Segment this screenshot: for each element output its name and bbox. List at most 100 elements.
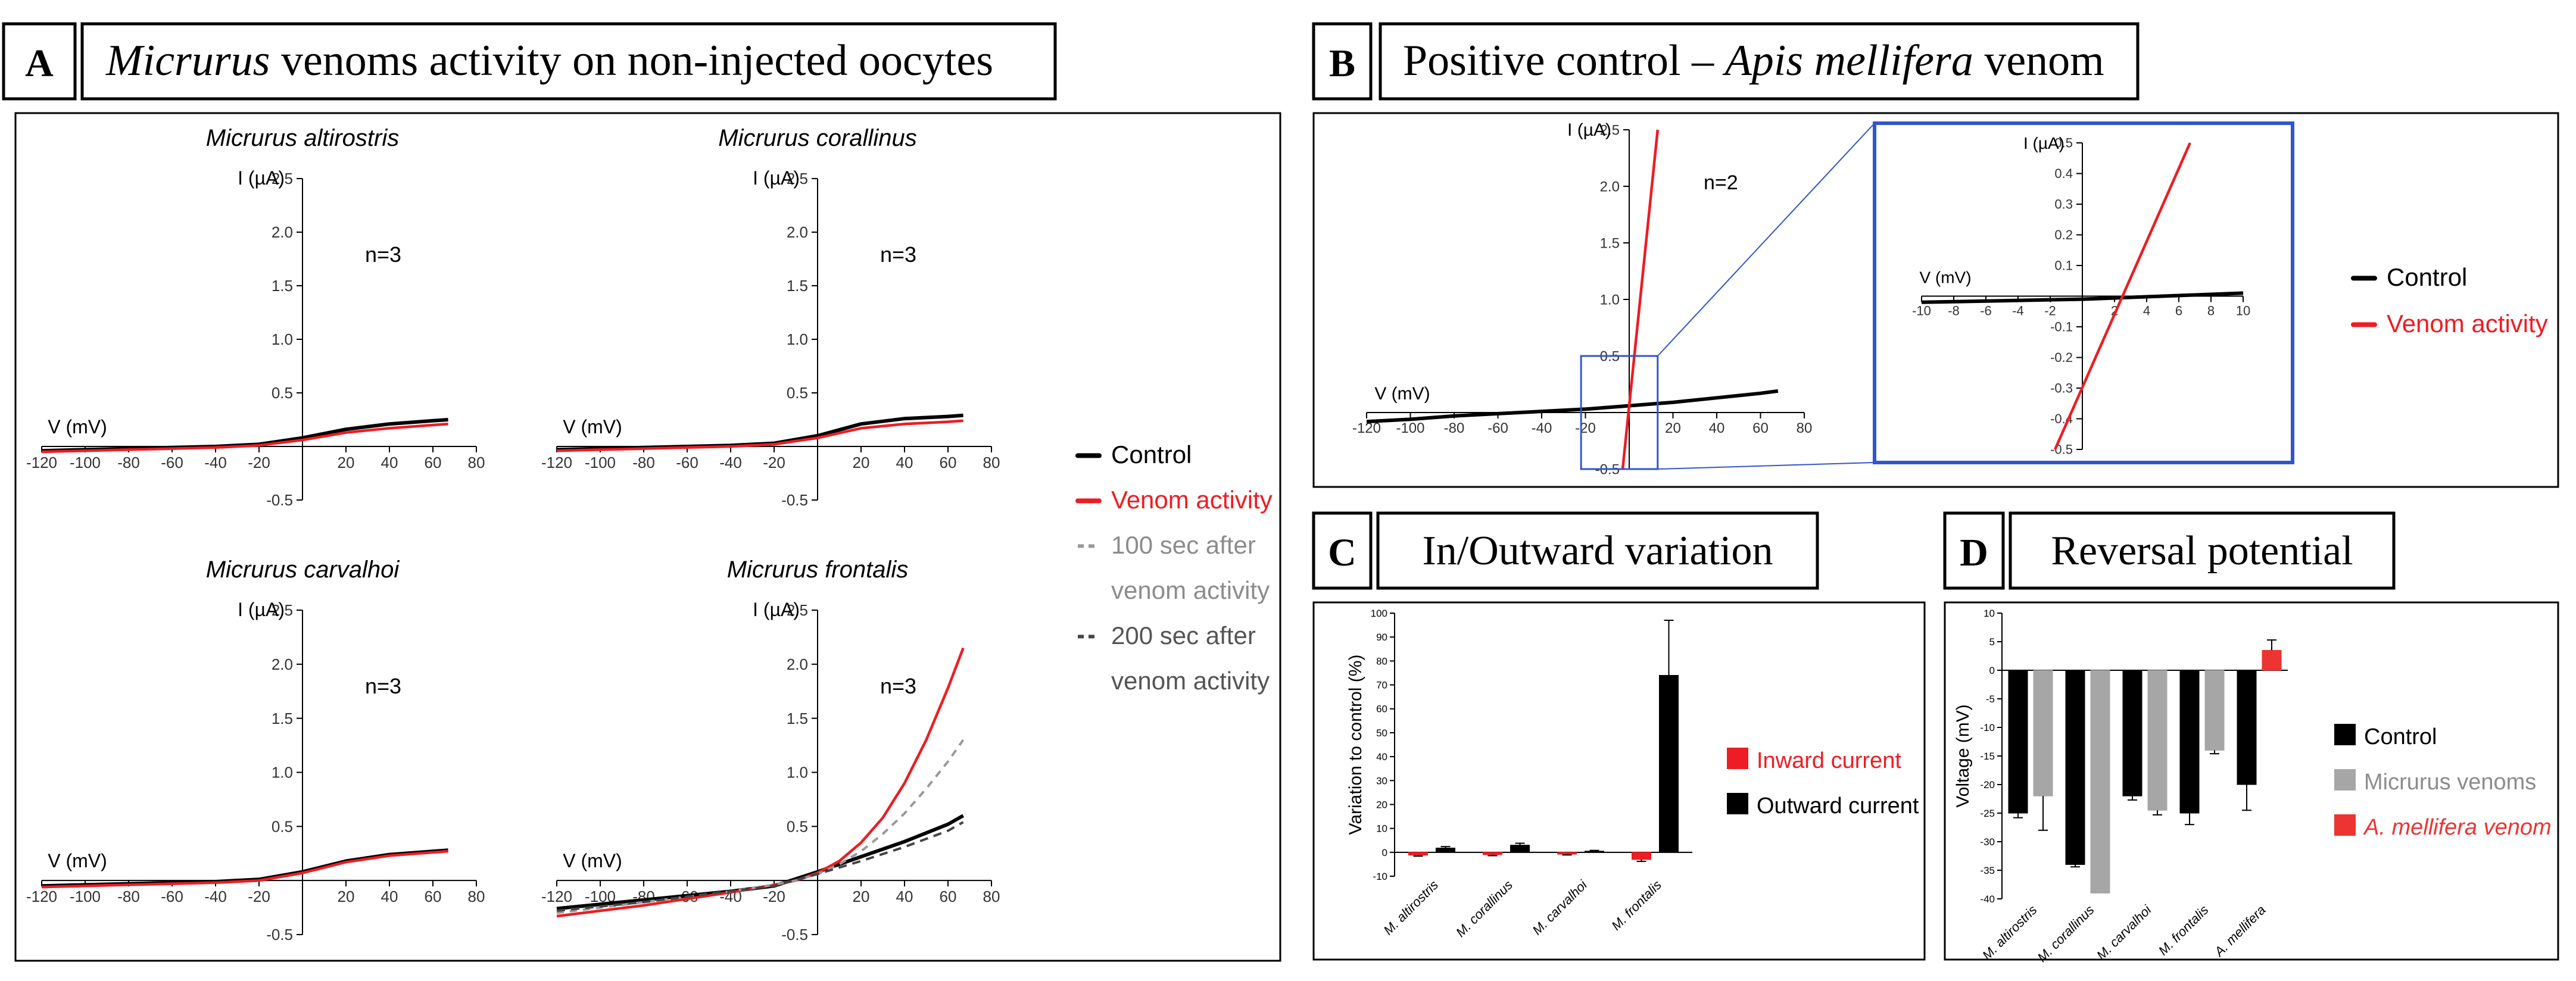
- x-tick-label: -20: [1575, 420, 1596, 436]
- bar-inward-current: [1408, 852, 1428, 856]
- x-tick-label: -60: [161, 454, 183, 471]
- bar-micrurus-venoms: [2204, 670, 2225, 751]
- y-tick-label: -25: [1980, 808, 1995, 819]
- chart-apis-mellifera-zoom: -10 -8 -6 -4 -2 2 4 6 8 10-0.5-0.4-0.3-0.2-0.10.1…: [1912, 134, 2250, 457]
- y-tick-label: 0.5: [272, 384, 293, 402]
- chart-micrurus-corallinus: Micrurus corallinus -120 -100 -80 -60 -40 -20 2…: [541, 125, 1000, 509]
- y-tick-label: -10: [1980, 722, 1995, 733]
- chart-inout-variation: -10 0 10 20 30 40 50 60 70 80 90 100 Variation to co…: [1346, 608, 1919, 940]
- panel-d-letter: D: [1960, 531, 1988, 574]
- panel-b-title-box: [1379, 22, 2140, 101]
- x-axis-label: V (mV): [1919, 268, 1971, 287]
- y-tick-label: 40: [1376, 751, 1387, 763]
- x-axis-label: V (mV): [48, 416, 107, 438]
- y-tick-label: 0.5: [787, 817, 808, 835]
- y-tick-label: 1.5: [787, 710, 808, 727]
- y-tick-label: -40: [1980, 893, 1995, 905]
- x-tick-label: -120: [26, 454, 57, 471]
- legend-swatch: [1727, 793, 1748, 814]
- x-tick-label: 40: [1709, 420, 1725, 436]
- legend-label: Venom activity: [2387, 310, 2548, 338]
- x-tick-label: 20: [1665, 420, 1681, 436]
- panel-a-title-rest: venoms activity on non-injected oocytes: [270, 36, 993, 85]
- y-tick-label: 90: [1376, 632, 1387, 643]
- x-tick-label: 80: [983, 454, 1000, 471]
- x-tick-label: -60: [1487, 420, 1508, 436]
- series-line-venom: [41, 849, 448, 889]
- y-axis-label: I (µA): [1567, 120, 1611, 140]
- bar-inward-current: [1557, 852, 1577, 855]
- category-label: M. frontalis: [2156, 902, 2212, 958]
- n-annotation: n=3: [365, 674, 401, 698]
- x-tick-label: 40: [896, 454, 913, 471]
- panel-c-title: In/Outward variation: [1423, 528, 1773, 574]
- x-tick-label: 20: [338, 888, 355, 905]
- bar-micrurus-venoms: [2033, 670, 2053, 796]
- y-tick-label: -0.5: [266, 491, 293, 509]
- legend-label: A. mellifera venom: [2363, 815, 2552, 840]
- y-tick-label: -35: [1980, 865, 1995, 876]
- x-tick-label: 60: [425, 454, 442, 471]
- series-line-venom: [1621, 129, 1660, 470]
- bar-a-mellifera-venom: [2262, 649, 2282, 671]
- x-tick-label: -40: [719, 454, 742, 471]
- legend-label-2: venom activity: [1111, 667, 1270, 695]
- x-tick-label: -120: [541, 888, 572, 905]
- y-tick-label: -0.5: [266, 926, 293, 943]
- legend-label: 100 sec after: [1111, 531, 1256, 559]
- category-label: M. carvalhoi: [1529, 877, 1590, 938]
- y-tick-label: -0.1: [2050, 320, 2073, 335]
- y-tick-label: 10: [1984, 608, 1995, 619]
- y-tick-label: 1.0: [272, 764, 293, 782]
- y-axis-label: Voltage (mV): [1953, 704, 1973, 807]
- x-tick-label: -4: [2012, 304, 2024, 318]
- zoom-connector-top: [1657, 123, 1875, 357]
- y-tick-label: 10: [1376, 823, 1387, 835]
- n-annotation: n=2: [1704, 171, 1738, 194]
- y-tick-label: 50: [1376, 727, 1387, 739]
- x-tick-label: -120: [1352, 420, 1381, 436]
- y-tick-label: 20: [1376, 799, 1387, 810]
- y-tick-label: 2.5: [787, 601, 808, 619]
- y-tick-label: 0: [1382, 847, 1387, 858]
- chart-micrurus-altirostris: Micrurus altirostris -120 -100 -80 -60 -40 -20…: [26, 125, 485, 509]
- x-tick-label: 60: [940, 454, 957, 471]
- x-tick-label: -100: [585, 454, 616, 471]
- x-tick-label: 80: [1797, 420, 1813, 436]
- y-tick-label: 0.4: [2054, 166, 2073, 181]
- panel-d-title: Reversal potential: [2051, 528, 2353, 574]
- x-tick-label: 20: [338, 454, 355, 471]
- x-tick-label: -40: [204, 888, 227, 905]
- y-axis-label: I (µA): [753, 167, 800, 189]
- x-tick-label: -6: [1980, 304, 1992, 318]
- category-label: M. corallinus: [2035, 902, 2097, 965]
- x-tick-label: -80: [1444, 420, 1465, 436]
- series-line-venom: [2054, 142, 2191, 450]
- panel-a-header: A Micrurus venoms activity on non-inject…: [2, 22, 1057, 101]
- bar-micrurus-venoms: [2147, 670, 2168, 811]
- x-tick-label: -40: [1532, 420, 1552, 436]
- bar-control: [2179, 670, 2200, 814]
- x-axis-label: V (mV): [1374, 384, 1430, 404]
- series-line-venom: [41, 422, 448, 454]
- panel-c-title-box: [1376, 511, 1819, 590]
- x-axis-label: V (mV): [563, 850, 622, 871]
- y-tick-label: 0.5: [787, 384, 808, 402]
- y-tick-label: -0.5: [781, 926, 808, 943]
- y-tick-label: -20: [1980, 779, 1995, 791]
- x-tick-label: 80: [468, 888, 485, 905]
- y-tick-label: -15: [1980, 751, 1995, 762]
- bar-inward-current: [1483, 852, 1502, 855]
- chart-apis-mellifera: -120 -100 -80 -60 -40 -20 20 40 60 80-0.50.51.01.…: [1352, 120, 1812, 477]
- y-tick-label: 100: [1371, 608, 1387, 619]
- y-tick-label: 60: [1376, 704, 1387, 715]
- x-tick-label: 4: [2143, 304, 2150, 318]
- chart-title: Micrurus carvalhoi: [206, 557, 400, 583]
- x-tick-label: 8: [2207, 304, 2215, 318]
- y-tick-label: -30: [1980, 836, 1995, 848]
- bar-control: [2122, 670, 2142, 796]
- y-tick-label: -0.5: [2050, 442, 2073, 457]
- chart-title: Micrurus altirostris: [206, 125, 399, 151]
- y-tick-label: 1.5: [272, 277, 293, 295]
